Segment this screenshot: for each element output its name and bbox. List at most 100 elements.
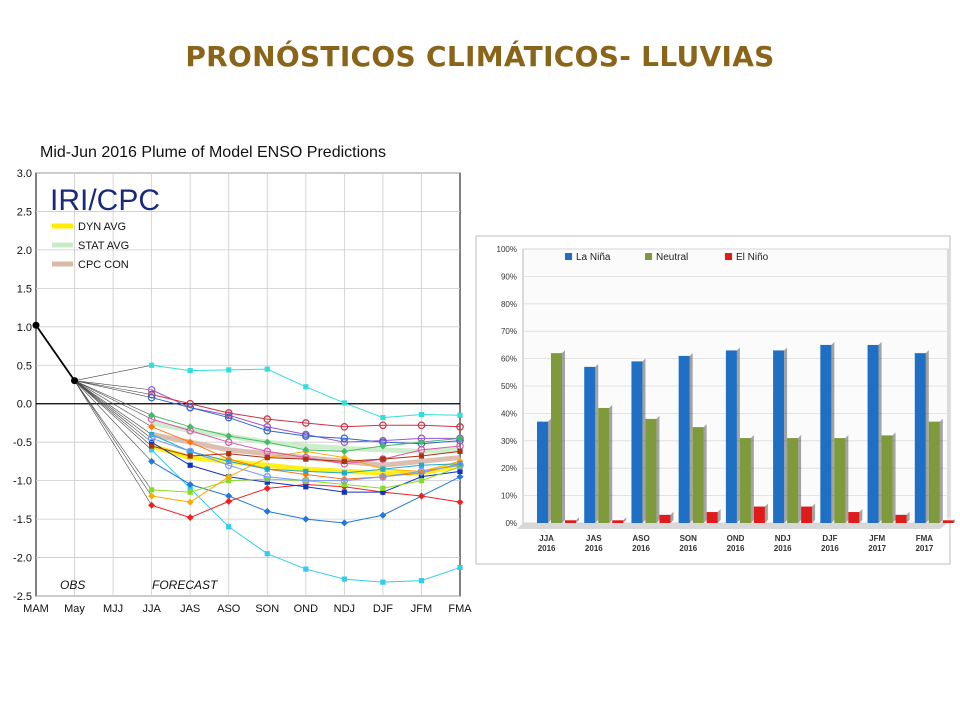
bar-neutral xyxy=(928,418,943,523)
avg-line-stat-avg xyxy=(151,420,461,454)
model-point xyxy=(457,564,463,571)
bar-la-niña xyxy=(537,418,551,523)
x-tick-label: JJA xyxy=(142,603,161,615)
bar-side xyxy=(892,432,896,523)
model-point xyxy=(341,481,347,488)
enso-plume-chart: Mid-Jun 2016 Plume of Model ENSO Predict… xyxy=(13,144,472,615)
y-tick-label: 30% xyxy=(501,437,517,446)
model-point xyxy=(456,422,464,431)
bar-top xyxy=(773,347,788,351)
model-point xyxy=(186,423,194,431)
bar-side xyxy=(736,347,740,523)
x-tick-label-period: NDJ xyxy=(775,534,791,543)
bar-top xyxy=(928,418,943,422)
model-start-line xyxy=(74,380,152,439)
y-tick-label: -1.0 xyxy=(13,476,32,488)
bar-top xyxy=(678,352,693,356)
bar-side xyxy=(906,511,910,523)
model-point xyxy=(263,426,272,435)
bar-top xyxy=(753,503,768,507)
model-point xyxy=(340,434,349,443)
model-point xyxy=(187,453,193,459)
model-point xyxy=(303,484,309,490)
y-tick-label: 1.0 xyxy=(17,322,32,334)
model-point xyxy=(418,478,425,484)
bar-side xyxy=(548,418,551,523)
bar-side xyxy=(656,415,660,523)
bar-face xyxy=(706,512,718,523)
bar-face xyxy=(928,421,940,523)
model-point xyxy=(148,423,156,431)
x-tick-label-period: SON xyxy=(680,534,698,543)
x-tick-label-period: ASO xyxy=(632,534,649,543)
model-point xyxy=(263,422,272,431)
model-point xyxy=(264,479,270,485)
bar-face xyxy=(584,366,596,523)
model-point xyxy=(379,442,387,450)
bar-side xyxy=(812,503,816,523)
y-tick-label: 40% xyxy=(501,409,517,418)
model-point xyxy=(225,473,233,481)
model-point xyxy=(341,489,347,495)
bar-side xyxy=(845,435,849,523)
model-point xyxy=(264,551,270,557)
model-start-line xyxy=(74,380,152,443)
model-point xyxy=(149,439,155,445)
model-point xyxy=(226,458,232,465)
bar-face xyxy=(739,438,751,523)
model-point xyxy=(264,466,270,472)
y-tick-label: 0.5 xyxy=(17,360,32,372)
model-start-line xyxy=(74,380,152,451)
bar-side xyxy=(717,509,721,523)
model-point xyxy=(341,400,347,406)
bar-face xyxy=(914,353,926,523)
model-point xyxy=(380,466,386,472)
model-point xyxy=(341,576,347,582)
model-point xyxy=(263,472,272,481)
legend-swatch xyxy=(645,253,652,260)
model-point xyxy=(264,454,270,461)
model-start-line xyxy=(74,380,152,416)
model-point xyxy=(303,566,309,572)
model-point xyxy=(226,451,232,457)
bar-la-niña xyxy=(725,347,740,523)
bar-face xyxy=(820,344,832,523)
bar-side xyxy=(764,503,768,523)
model-point xyxy=(418,474,425,480)
x-tick-label: MAM xyxy=(23,603,49,615)
model-point xyxy=(187,489,193,495)
bar-neutral xyxy=(645,415,660,523)
model-point xyxy=(456,473,464,481)
model-point xyxy=(303,456,309,462)
model-point xyxy=(380,489,386,495)
model-start-line xyxy=(74,380,152,491)
bar-top xyxy=(565,517,579,521)
model-point xyxy=(263,507,271,515)
model-point xyxy=(226,367,232,373)
model-line xyxy=(151,389,460,443)
y-tick-label: 2.0 xyxy=(17,245,32,257)
model-point xyxy=(341,470,347,476)
model-point xyxy=(148,501,156,509)
bar-face xyxy=(753,506,765,523)
bar-top xyxy=(598,404,613,408)
model-start-line xyxy=(74,380,152,398)
model-point xyxy=(380,456,386,462)
model-series xyxy=(74,380,464,485)
model-series xyxy=(74,380,463,465)
model-point xyxy=(379,511,387,519)
y-tick-label: -1.5 xyxy=(13,514,32,526)
model-point xyxy=(340,447,348,455)
x-tick-label-period: JJA xyxy=(539,534,554,543)
model-point xyxy=(149,487,155,493)
model-point xyxy=(457,461,463,467)
bar-side xyxy=(623,517,627,523)
legend-label: El Niño xyxy=(736,252,769,263)
observed-point xyxy=(32,321,40,329)
model-point xyxy=(303,468,309,475)
model-start-line xyxy=(74,380,152,395)
y-tick-label: 100% xyxy=(497,245,517,254)
bar-neutral xyxy=(739,435,754,523)
y-tick-label: 3.0 xyxy=(17,168,32,180)
y-tick-label: 10% xyxy=(501,492,517,501)
